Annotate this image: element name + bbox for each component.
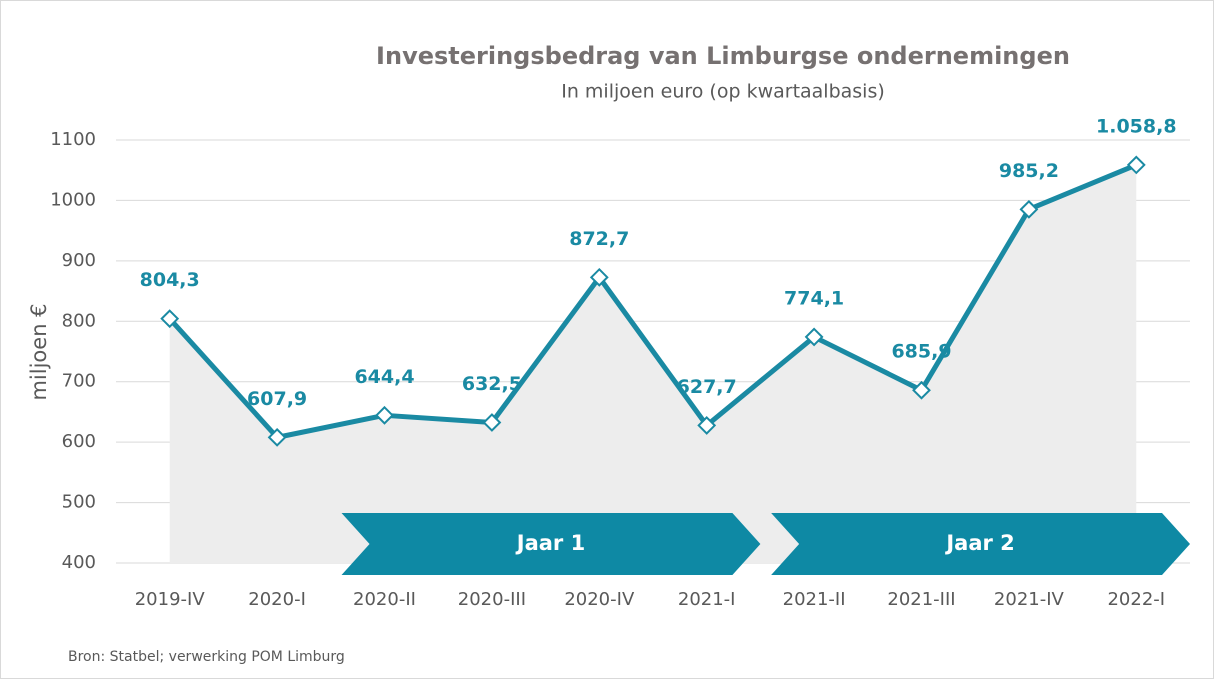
x-tick-label: 2021-I: [678, 589, 736, 610]
x-tick-label: 2022-I: [1107, 589, 1165, 610]
annotation-label: Jaar 2: [944, 531, 1014, 555]
data-label: 774,1: [784, 287, 844, 309]
marker: [160, 309, 180, 329]
data-label: 685,9: [891, 341, 951, 363]
marker: [1019, 199, 1039, 219]
chart-title: Investeringsbedrag van Limburgse onderne…: [376, 42, 1070, 70]
area: [169, 164, 1137, 563]
marker: [697, 415, 717, 435]
data-label: 872,7: [569, 228, 629, 250]
data-label: 1.058,8: [1096, 115, 1177, 137]
chevron: [341, 513, 761, 575]
chart-subtitle: In miljoen euro (op kwartaalbasis): [561, 81, 885, 103]
y-tick-label: 800: [62, 310, 96, 331]
x-tick-label: 2020-IV: [564, 589, 635, 610]
x-tick-label: 2020-II: [353, 589, 416, 610]
x-tick-label: 2020-III: [458, 589, 526, 610]
y-tick-label: 700: [62, 371, 96, 392]
data-label: 804,3: [140, 269, 200, 291]
y-axis-label: miljoen €: [27, 303, 51, 400]
data-label: 644,4: [354, 366, 414, 388]
x-tick-label: 2021-III: [887, 589, 955, 610]
annotation-label: Jaar 1: [515, 531, 585, 555]
chevron: [771, 513, 1190, 575]
marker: [1126, 155, 1146, 175]
x-tick-label: 2019-IV: [135, 589, 206, 610]
marker: [589, 267, 609, 287]
marker: [912, 380, 931, 400]
y-tick-label: 600: [62, 431, 96, 452]
data-label: 627,7: [677, 376, 737, 398]
line: [167, 162, 1138, 440]
marker: [267, 427, 287, 447]
data-label: 985,2: [999, 160, 1059, 182]
x-tick-label: 2021-IV: [994, 589, 1065, 610]
source-note: Bron: Statbel; verwerking POM Limburg: [68, 649, 345, 665]
x-tick-label: 2020-I: [248, 589, 306, 610]
data-label: 632,5: [462, 373, 522, 395]
marker: [804, 327, 824, 347]
data-label: 607,9: [247, 388, 307, 410]
marker: [375, 405, 394, 425]
y-tick-label: 1100: [50, 129, 96, 150]
y-tick-label: 900: [62, 250, 96, 271]
x-tick-label: 2021-II: [783, 589, 846, 610]
y-tick-label: 1000: [50, 189, 96, 210]
marker: [482, 413, 502, 432]
y-tick-label: 400: [62, 552, 96, 573]
y-tick-label: 500: [62, 492, 96, 513]
